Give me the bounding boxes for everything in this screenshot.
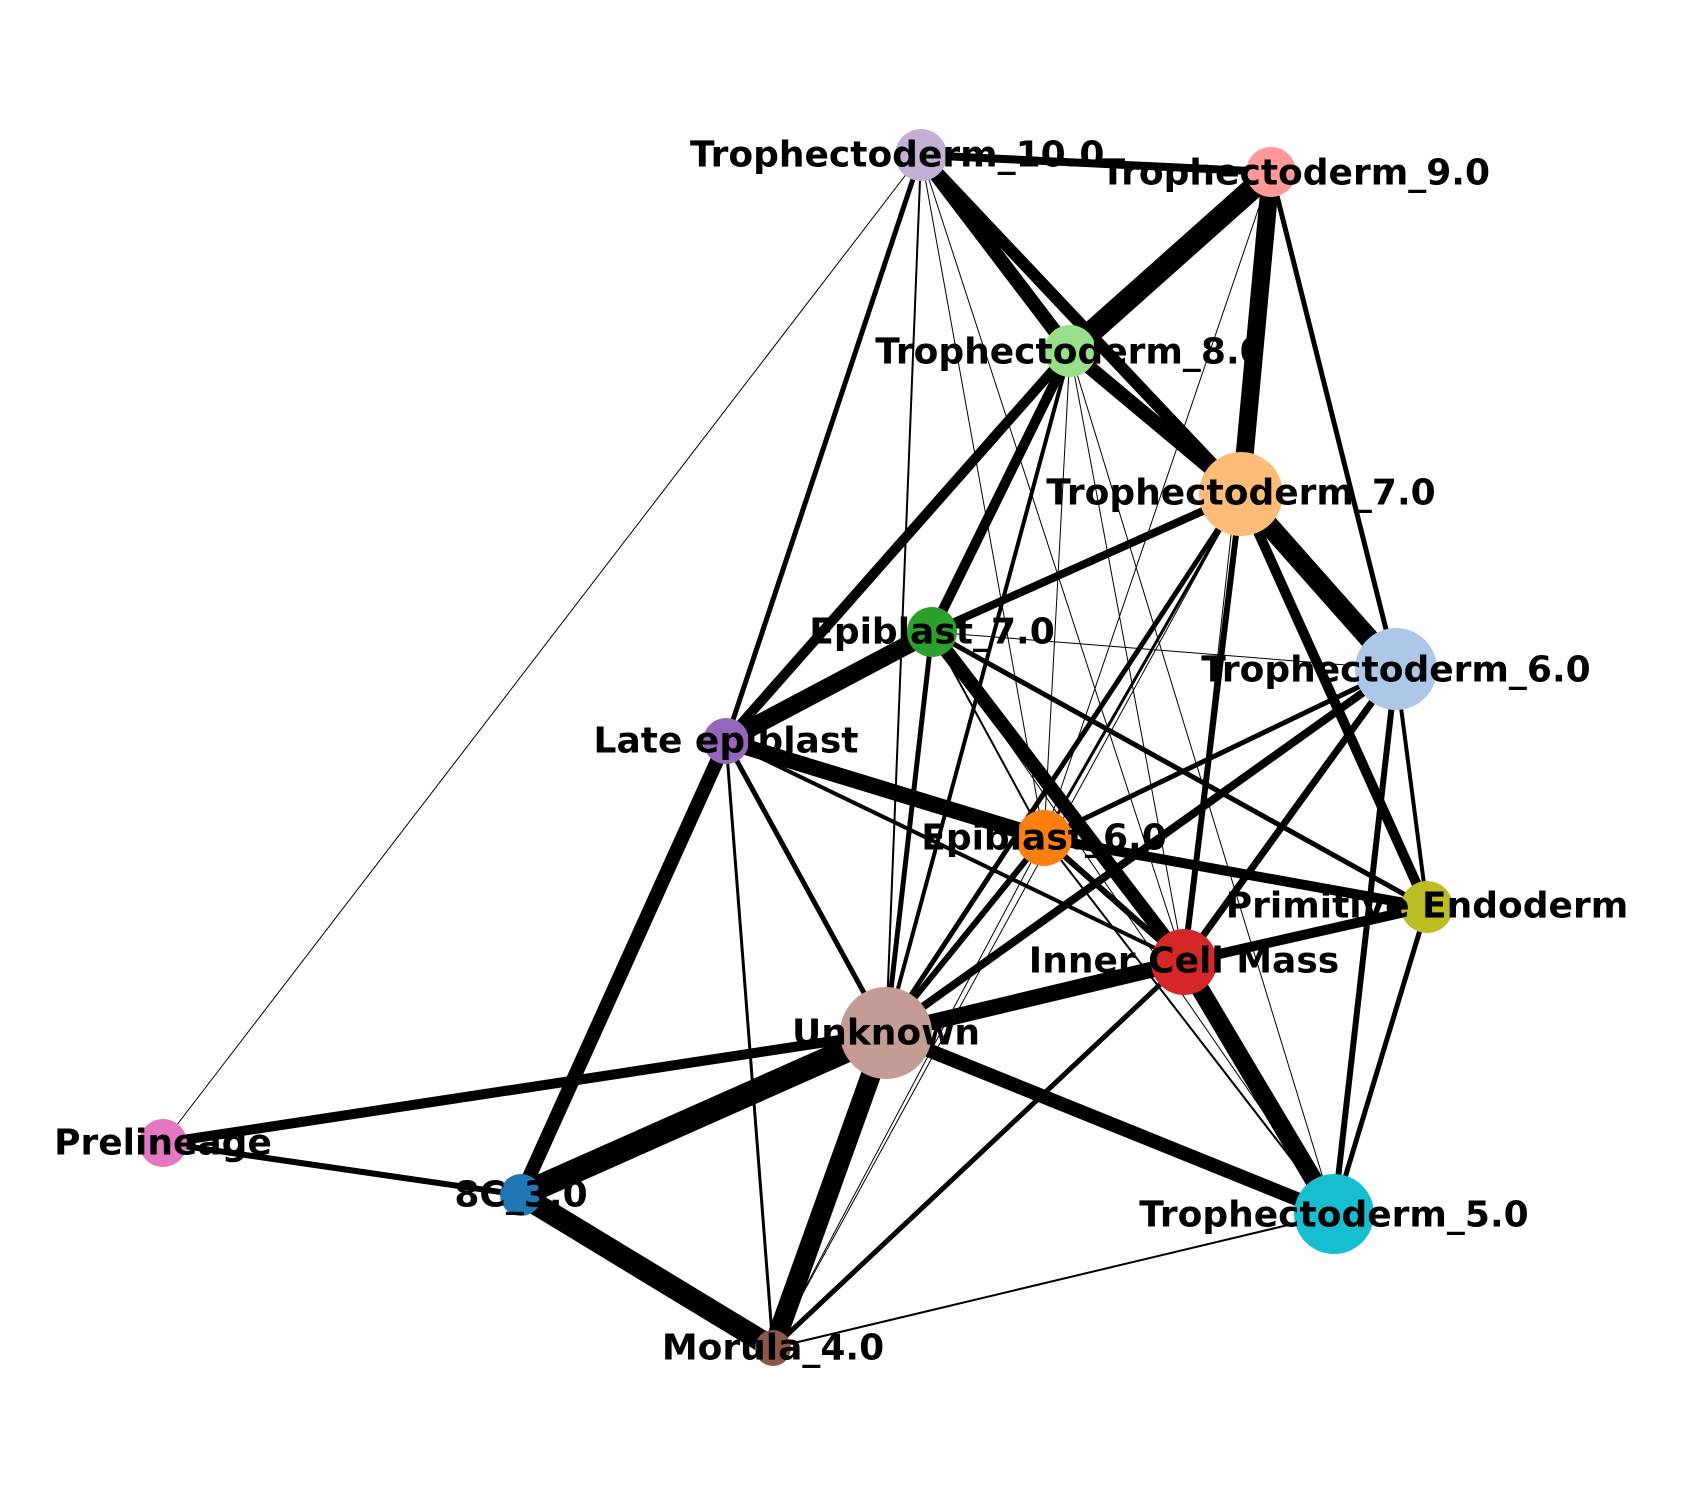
edge-tr6-ep7	[931, 631, 1397, 670]
node-ep7	[907, 607, 957, 657]
node-label-late: Late epiblast	[594, 721, 859, 762]
node-unk	[840, 987, 932, 1079]
edge-tr6-icm	[1181, 666, 1399, 965]
edge-tr10-late	[723, 154, 924, 742]
edge-tr8-ep6	[1043, 350, 1071, 839]
node-label-ep7: Epiblast_7.0	[809, 612, 1055, 653]
node-label-ep6: Epiblast_6.0	[921, 818, 1167, 859]
edge-icm-tr5	[1176, 957, 1342, 1219]
node-tr10	[895, 129, 947, 181]
node-tr5	[1294, 1174, 1374, 1254]
edge-ep7-ep6	[931, 631, 1045, 839]
edge-late-c8	[514, 738, 733, 1198]
node-late	[703, 718, 749, 764]
node-label-c8: 8C_3.0	[454, 1175, 587, 1216]
edge-ep7-unk	[883, 631, 935, 1034]
node-pe	[1401, 881, 1453, 933]
edge-pre-c8	[162, 1140, 522, 1198]
edge-tr6-tr5	[1331, 668, 1399, 1215]
node-label-tr7: Trophectoderm_7.0	[1046, 473, 1435, 514]
node-label-tr10: Trophectoderm_10.0	[690, 135, 1104, 176]
node-ep6	[1016, 810, 1072, 866]
node-label-pre: Prelineage	[54, 1123, 272, 1164]
edge-tr9-ep6	[1043, 171, 1272, 839]
node-tr6	[1355, 628, 1437, 710]
node-icm	[1151, 929, 1217, 995]
node-mor	[755, 1330, 791, 1366]
node-tr9	[1246, 147, 1296, 197]
edge-unk-mor	[763, 1029, 896, 1352]
edge-pe-icm	[1182, 902, 1429, 967]
edge-ep6-mor	[772, 837, 1045, 1349]
edge-late-icm	[725, 739, 1185, 964]
edge-ep6-tr5	[1043, 837, 1335, 1215]
edge-ep7-pe	[930, 629, 1429, 910]
edge-tr7-ep6	[1042, 493, 1243, 839]
node-label-icm: Inner Cell Mass	[1029, 941, 1339, 982]
edge-unk-c8	[516, 1022, 891, 1206]
edge-pe-tr5	[1331, 906, 1430, 1215]
edge-tr10-pre	[162, 154, 922, 1144]
node-pre	[139, 1119, 187, 1167]
edge-icm-mor	[771, 960, 1186, 1350]
node-label-tr6: Trophectoderm_6.0	[1201, 650, 1590, 691]
node-label-tr8: Trophectoderm_8.0	[875, 332, 1264, 373]
edge-unk-tr5	[883, 1026, 1337, 1221]
edge-tr7-ep7	[930, 490, 1243, 636]
edge-tr8-ep7	[927, 348, 1075, 635]
edge-tr6-ep6	[1042, 666, 1398, 841]
node-label-mor: Morula_4.0	[662, 1328, 884, 1369]
edge-tr8-late	[722, 347, 1074, 745]
edge-tr10-tr9	[920, 151, 1272, 176]
edge-tr9-tr8	[1062, 163, 1279, 360]
edge-icm-unk	[884, 954, 1186, 1041]
edge-tr10-tr7	[916, 150, 1246, 499]
edge-tr10-icm	[920, 154, 1185, 963]
edge-tr7-unk	[883, 492, 1244, 1035]
node-label-tr5: Trophectoderm_5.0	[1139, 1195, 1528, 1236]
nodes-layer	[139, 129, 1453, 1366]
edge-ep6-pe	[1043, 833, 1428, 912]
node-tr7	[1199, 452, 1283, 536]
edge-tr5-mor	[772, 1213, 1335, 1349]
node-label-unk: Unknown	[792, 1013, 980, 1054]
node-c8	[500, 1174, 542, 1216]
edge-tr7-icm	[1181, 493, 1244, 963]
edge-ep7-late	[721, 624, 937, 749]
edge-ep7-icm	[926, 627, 1190, 967]
edge-tr10-ep6	[920, 154, 1045, 839]
node-label-tr9: Trophectoderm_9.0	[1101, 153, 1490, 194]
edge-tr10-unk	[885, 154, 922, 1034]
edge-late-ep6	[723, 733, 1047, 846]
node-tr8	[1044, 325, 1096, 377]
edge-tr7-mor	[772, 493, 1242, 1349]
edge-tr9-tr6	[1268, 171, 1399, 670]
edge-late-unk	[723, 739, 889, 1035]
edge-unk-pre	[162, 1028, 887, 1148]
edge-tr9-tr7	[1232, 171, 1280, 495]
edge-late-mor	[724, 740, 775, 1349]
edge-tr8-icm	[1069, 350, 1185, 963]
node-label-pe: Primitive Endoderm	[1226, 886, 1628, 927]
edge-c8-mor	[515, 1185, 779, 1358]
